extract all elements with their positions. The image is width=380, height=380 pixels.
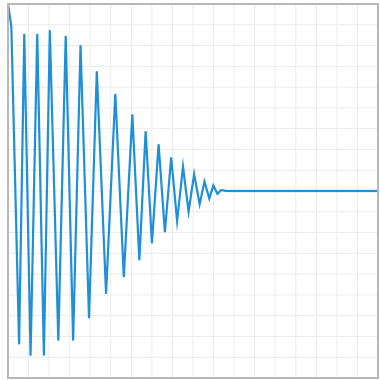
- series-line-0: [6, 3, 378, 356]
- series-group: [6, 3, 378, 356]
- plot-frame: [7, 3, 379, 379]
